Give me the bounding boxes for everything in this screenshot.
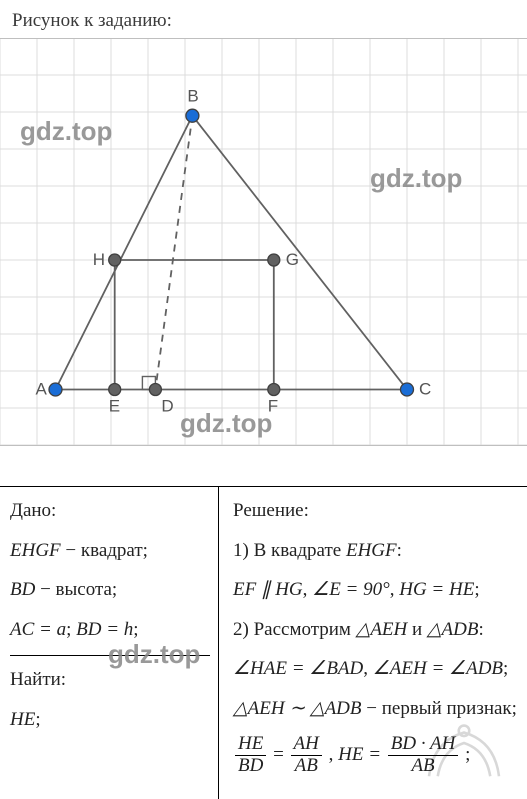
find-line: HE; bbox=[10, 706, 210, 734]
sol-step-2b: ∠HAE = ∠BAD, ∠AEH = ∠ADB; bbox=[233, 655, 519, 683]
page-root: Рисунок к заданию: ABCDEFHG gdz.top gdz.… bbox=[0, 0, 527, 799]
svg-text:A: A bbox=[36, 380, 48, 399]
fraction-2: AH AB bbox=[291, 734, 322, 777]
svg-text:E: E bbox=[109, 397, 120, 416]
svg-text:G: G bbox=[286, 250, 299, 269]
svg-text:F: F bbox=[268, 397, 278, 416]
sol-step-1: 1) В квадрате EHGF: bbox=[233, 537, 519, 565]
given-line-2: BD − высота; bbox=[10, 576, 210, 604]
geometry-figure: A B C D E F H G bbox=[0, 38, 527, 446]
task-header: Рисунок к заданию: bbox=[0, 0, 527, 38]
find-title: Найти: bbox=[10, 666, 210, 694]
fraction-1: HE BD bbox=[235, 734, 266, 777]
given-line-1: EHGF − квадрат; bbox=[10, 537, 210, 565]
given-column: Дано: EHGF − квадрат; BD − высота; AC = … bbox=[0, 487, 219, 799]
given-title: Дано: bbox=[10, 497, 210, 525]
svg-text:D: D bbox=[161, 397, 173, 416]
divider-line bbox=[10, 655, 210, 656]
sol-step-2: 2) Рассмотрим △AEH и △ADB: bbox=[233, 616, 519, 644]
sol-step-1b: EF ∥ HG, ∠E = 90°, HG = HE; bbox=[233, 576, 519, 604]
spacer bbox=[0, 446, 527, 486]
solution-title: Решение: bbox=[233, 497, 519, 525]
svg-text:H: H bbox=[93, 250, 105, 269]
sol-fractions: HE BD = AH AB , HE = BD · AH AB ; bbox=[233, 734, 519, 777]
svg-text:B: B bbox=[187, 87, 198, 106]
figure-container: ABCDEFHG gdz.top gdz.top gdz.top bbox=[0, 38, 527, 446]
proof-container: Дано: EHGF − квадрат; BD − высота; AC = … bbox=[0, 486, 527, 799]
solution-column: Решение: 1) В квадрате EHGF: EF ∥ HG, ∠E… bbox=[219, 487, 527, 799]
svg-text:C: C bbox=[419, 380, 431, 399]
sol-step-2c: △AEH ∼ △ADB − первый признак; bbox=[233, 695, 519, 723]
given-line-3: AC = a; BD = h; bbox=[10, 616, 210, 644]
fraction-3: BD · AH AB bbox=[388, 734, 459, 777]
